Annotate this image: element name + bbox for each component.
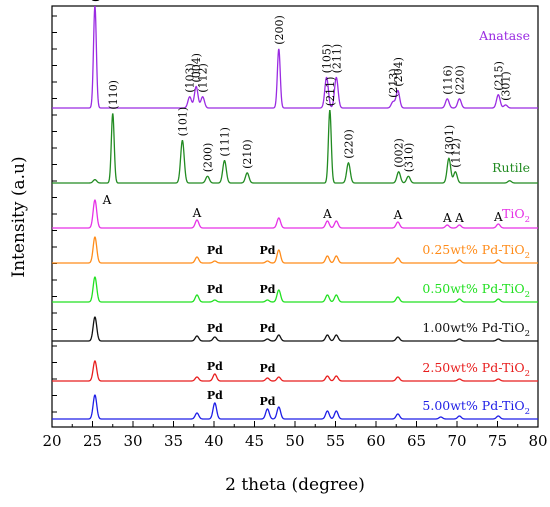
- anatase-marker: A: [454, 211, 464, 225]
- pd-marker: Pd: [207, 283, 223, 296]
- series-line: [52, 276, 538, 303]
- anatase-marker: A: [493, 210, 503, 224]
- peak-hkl-label: (002): [393, 138, 406, 168]
- peak-hkl-label: (301): [500, 71, 513, 101]
- series-line: [52, 199, 538, 229]
- series-line: [52, 394, 538, 420]
- pd-marker: Pd: [207, 389, 223, 402]
- x-tick-label: 40: [204, 432, 223, 450]
- pd-marker: Pd: [207, 360, 223, 373]
- series-label: TiO2: [502, 206, 530, 225]
- series-line: [52, 316, 538, 342]
- peak-hkl-label: (220): [453, 65, 466, 95]
- series-group: (101)(103)(004)(112)(200)(105)(211)(213)…: [52, 0, 538, 420]
- peak-hkl-label: (220): [343, 129, 356, 159]
- anatase-marker: A: [192, 206, 202, 220]
- peak-hkl-label: (204): [392, 57, 405, 87]
- x-axis-ticks: 20 25 30 35 40 45 50 55 60 65 70 75 80: [42, 421, 548, 450]
- x-tick-label: 75: [488, 432, 507, 450]
- anatase-marker: A: [442, 211, 452, 225]
- x-tick-label: 65: [407, 432, 426, 450]
- series-2: AA A A A A A TiO2: [52, 193, 538, 229]
- peak-hkl-label: (103): [184, 63, 197, 93]
- series-0: (101)(103)(004)(112)(200)(105)(211)(213)…: [52, 0, 538, 109]
- peak-hkl-label: (105): [321, 44, 334, 74]
- series-label: Rutile: [492, 160, 530, 175]
- peak-hkl-label: (111): [219, 127, 232, 157]
- peak-hkl-label: (200): [273, 15, 286, 45]
- series-label: 5.00wt% Pd-TiO2: [422, 398, 530, 417]
- x-tick-label: 35: [164, 432, 183, 450]
- series-1: (110) (101) (200) (111) (210) (211) (220) (002)…: [52, 77, 538, 184]
- y-axis-title: Intensity (a.u): [9, 156, 29, 277]
- x-tick-label: 45: [245, 432, 264, 450]
- peak-hkl-label: (210): [241, 139, 254, 169]
- x-tick-label: 80: [528, 432, 547, 450]
- x-tick-label: 55: [326, 432, 345, 450]
- pd-marker: Pd: [260, 395, 276, 408]
- peak-hkl-label: (211): [330, 44, 343, 74]
- x-tick-label: 25: [83, 432, 102, 450]
- series-line: [52, 110, 538, 184]
- series-7: Pd Pd 5.00wt% Pd-TiO2: [52, 389, 538, 420]
- series-label: 0.50wt% Pd-TiO2: [422, 281, 530, 300]
- series-3: Pd Pd 0.25wt% Pd-TiO2: [52, 236, 538, 264]
- series-5: Pd Pd 1.00wt% Pd-TiO2: [52, 316, 538, 342]
- peak-hkl-label: (112): [197, 63, 210, 93]
- series-6: Pd Pd 2.50wt% Pd-TiO2: [52, 360, 538, 382]
- pd-marker: Pd: [260, 362, 276, 375]
- x-axis-title: 2 theta (degree): [225, 475, 365, 495]
- pd-marker: Pd: [207, 244, 223, 257]
- series-line: [52, 6, 538, 109]
- x-tick-label: 50: [285, 432, 304, 450]
- x-tick-label: 70: [447, 432, 466, 450]
- pd-marker: Pd: [260, 283, 276, 296]
- pd-marker: Pd: [207, 322, 223, 335]
- anatase-marker: A: [393, 208, 403, 222]
- peak-hkl-label: (101): [89, 0, 102, 2]
- peak-hkl-label: (101): [176, 107, 189, 137]
- series-line: [52, 236, 538, 264]
- x-tick-label: 60: [366, 432, 385, 450]
- peak-hkl-label: (112): [449, 138, 462, 168]
- anatase-marker: A: [102, 193, 112, 207]
- series-label: 1.00wt% Pd-TiO2: [422, 320, 530, 339]
- peak-hkl-label: (004): [190, 53, 203, 83]
- peak-hkl-label: (310): [402, 143, 415, 173]
- peak-hkl-label: (215): [492, 61, 505, 91]
- peak-hkl-label: (200): [202, 143, 215, 173]
- pd-marker: Pd: [260, 244, 276, 257]
- series-label: Anatase: [478, 28, 530, 43]
- series-4: Pd Pd 0.50wt% Pd-TiO2: [52, 276, 538, 303]
- peak-hkl-label: (301): [443, 125, 456, 155]
- x-tick-label: 20: [42, 432, 61, 450]
- anatase-marker: A: [322, 207, 332, 221]
- peak-hkl-label: (110): [107, 80, 120, 110]
- peak-hkl-label: (211): [324, 77, 337, 107]
- peak-hkl-label: (213): [387, 68, 400, 98]
- series-line: [52, 360, 538, 382]
- y-axis-ticks: [52, 15, 57, 413]
- peak-hkl-label: (116): [441, 65, 454, 95]
- pd-marker: Pd: [260, 322, 276, 335]
- series-label: 2.50wt% Pd-TiO2: [422, 360, 530, 379]
- x-tick-label: 30: [123, 432, 142, 450]
- series-label: 0.25wt% Pd-TiO2: [422, 242, 530, 261]
